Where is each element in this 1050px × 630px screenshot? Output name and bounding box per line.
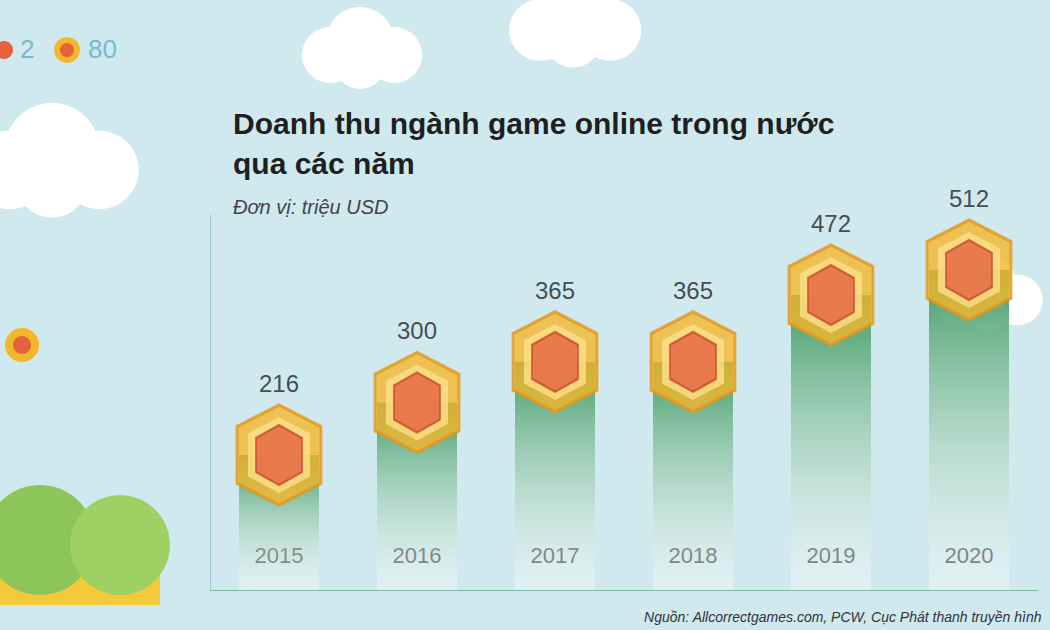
svg-text:365: 365 [673,277,713,304]
svg-text:qua các năm: qua các năm [233,147,415,180]
svg-text:472: 472 [811,210,851,237]
svg-text:Nguồn: Allcorrectgames.com, PC: Nguồn: Allcorrectgames.com, PCW, Cục Phá… [644,609,1042,625]
svg-text:Đơn vị: triệu USD: Đơn vị: triệu USD [233,196,388,218]
svg-text:512: 512 [949,185,989,212]
svg-text:216: 216 [259,370,299,397]
svg-text:300: 300 [397,317,437,344]
svg-text:2: 2 [20,34,34,64]
svg-text:Doanh thu ngành game online tr: Doanh thu ngành game online trong nước [233,107,843,140]
svg-text:365: 365 [535,277,575,304]
svg-text:80: 80 [88,34,117,64]
